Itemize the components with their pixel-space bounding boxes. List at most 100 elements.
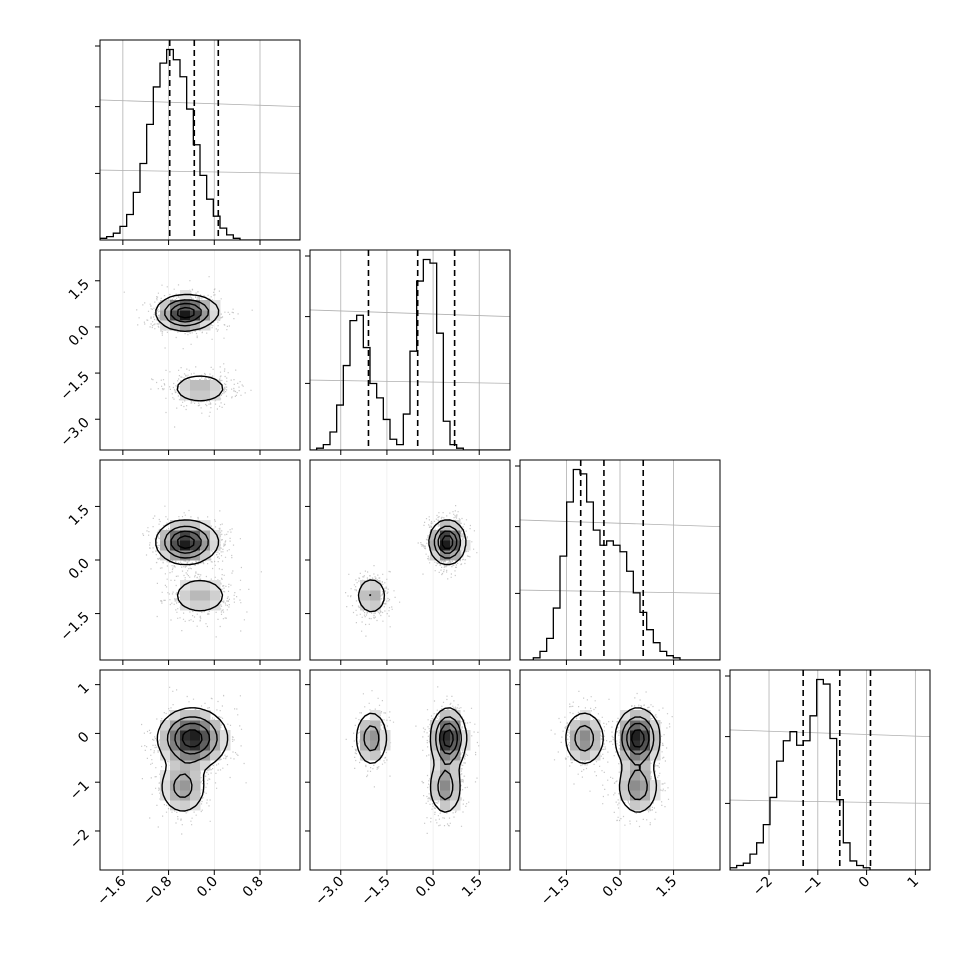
density-cell [190,750,201,761]
contour-line [170,530,202,554]
density-cell [190,740,201,751]
density-cell [630,750,641,761]
density-cell [210,530,221,541]
density-cell [210,730,221,741]
density-cell [620,750,631,761]
density-cell [450,520,461,531]
density-cell [180,780,191,791]
density-cell [370,740,381,751]
density-cell [190,770,201,781]
density-cell [180,300,191,311]
density-cell [190,730,201,741]
density-cell [160,740,171,751]
density-cell [630,780,641,791]
density-cell [430,740,441,751]
density-cell [640,780,651,791]
density-cell [440,720,451,731]
density-cell [190,380,201,391]
contour-line [631,729,645,748]
density-cell [200,550,211,561]
density-cell [160,300,171,311]
density-cell [650,740,661,751]
density-cell [620,740,631,751]
density-cell [160,780,171,791]
density-cell [180,540,191,551]
density-cell [430,760,441,771]
scatter-panel-2-1 [99,249,301,451]
density-cell [650,780,661,791]
density-cell [200,750,211,761]
x-tick-label: 1 [905,874,923,892]
density-cell [620,730,631,741]
density-cell [210,310,221,321]
density-cell [580,710,591,721]
density-cell [630,710,641,721]
density-cell [640,760,651,771]
density-cell [190,760,201,771]
density-cell [630,740,641,751]
contour-line [363,716,462,801]
density-cell [430,550,441,561]
panel-frame [309,249,511,451]
density-cell [640,710,651,721]
grid-line [730,799,930,804]
density-cell [440,790,451,801]
x-tick-label: 0.0 [600,874,627,901]
density-cell [370,720,381,731]
density-cell [190,590,201,601]
density-cell [360,720,371,731]
density-cell [620,780,631,791]
density-cell [170,770,181,781]
contour-line [174,722,211,755]
contour-line [155,293,224,402]
density-cell [640,730,651,741]
density-cell [430,790,441,801]
density-cell [190,600,201,611]
density-cell [450,790,461,801]
x-tick-label: 1.5 [653,874,680,901]
y-tick-label: 1.5 [66,276,93,303]
density-cell [190,310,201,321]
density-cell [370,580,381,591]
density-cell [370,750,381,761]
density-cell [210,390,221,401]
density-cell [200,540,211,551]
contour-line [437,530,458,554]
scatter-panel-3-2 [309,459,511,661]
density-cell [570,750,581,761]
density-cell [360,580,371,591]
density-cell [200,710,211,721]
y-tick-label: 1 [75,680,93,698]
density-cell [170,320,181,331]
y-tick-label: −1.5 [57,609,92,644]
density-cell [650,720,661,731]
density-cell [210,590,221,601]
density-cell [180,380,191,391]
y-tick-label: −1.5 [57,369,92,404]
density-cell [180,790,191,801]
density-cell [450,770,461,781]
scatter-panel-4-1 [99,669,301,871]
y-tick-label: 1.5 [66,502,93,529]
x-tick-label: −3.0 [312,874,347,909]
density-cell [180,310,191,321]
contour-line [438,722,458,755]
contour-line [164,525,209,559]
density-cell [200,390,211,401]
density-cell [440,550,451,561]
density-cell [640,740,651,751]
contour-line [369,525,462,597]
density-cell [370,590,381,601]
contour-line [626,722,650,755]
density-cell [570,740,581,751]
density-cell [180,750,191,761]
panel-frame [99,669,301,871]
density-cell [180,600,191,611]
density-cell [620,790,631,801]
density-cell [630,790,641,801]
density-cell [160,730,171,741]
x-tick-label: 0.8 [240,874,267,901]
density-cell [460,740,471,751]
density-cell [170,310,181,321]
density-cell [190,780,201,791]
